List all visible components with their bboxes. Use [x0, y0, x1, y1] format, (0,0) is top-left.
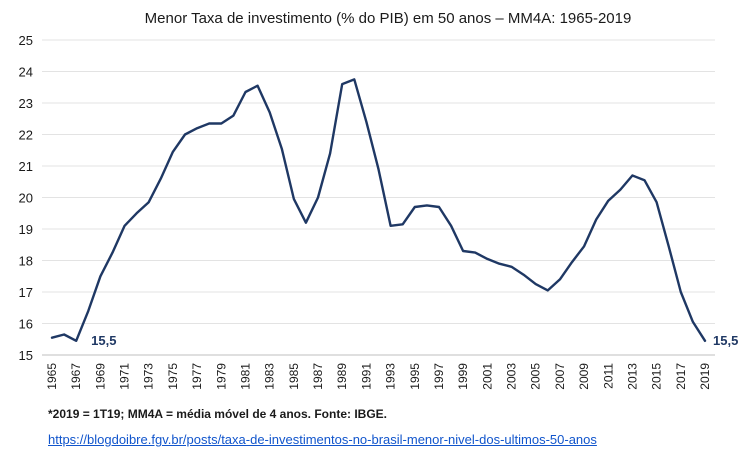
y-tick-label: 23 — [19, 96, 33, 111]
y-tick-label: 15 — [19, 348, 33, 363]
x-tick-label: 2007 — [553, 363, 567, 390]
x-tick-label: 2019 — [698, 363, 712, 390]
x-tick-label: 1991 — [359, 363, 373, 390]
y-tick-label: 22 — [19, 128, 33, 143]
x-tick-label: 1975 — [166, 363, 180, 390]
x-tick-label: 1969 — [93, 363, 107, 390]
x-tick-label: 1971 — [118, 363, 132, 390]
x-tick-label: 1983 — [263, 363, 277, 390]
x-tick-label: 1987 — [311, 363, 325, 390]
x-tick-label: 2011 — [601, 363, 615, 389]
footnote: *2019 = 1T19; MM4A = média móvel de 4 an… — [48, 407, 387, 421]
x-tick-label: 1985 — [287, 363, 301, 390]
x-tick-label: 1967 — [69, 363, 83, 390]
x-tick-label: 1995 — [408, 363, 422, 390]
data-label: 15,5 — [91, 333, 116, 348]
y-tick-label: 20 — [19, 191, 33, 206]
x-tick-label: 2003 — [505, 363, 519, 390]
y-tick-label: 21 — [19, 159, 33, 174]
chart-title: Menor Taxa de investimento (% do PIB) em… — [145, 10, 632, 27]
x-tick-label: 1989 — [335, 363, 349, 390]
series-line — [50, 78, 707, 342]
y-tick-label: 18 — [19, 254, 33, 269]
x-axis-ticks: 1965 1967 1969 1971 1973 1975 1977 1979 1981 1983… — [45, 363, 712, 390]
x-tick-label: 1979 — [214, 363, 228, 390]
x-tick-label: 1999 — [456, 363, 470, 390]
annotation-layer: 15,5 15,5 — [91, 333, 738, 348]
x-tick-label: 1981 — [238, 363, 252, 390]
series-layer — [50, 78, 707, 342]
x-tick-label: 2005 — [529, 363, 543, 390]
x-tick-label: 1977 — [190, 363, 204, 390]
x-tick-label: 1965 — [45, 363, 59, 390]
y-tick-label: 19 — [19, 222, 33, 237]
x-tick-label: 2013 — [625, 363, 639, 390]
y-tick-label: 24 — [19, 65, 33, 80]
x-tick-label: 1997 — [432, 363, 446, 390]
x-tick-label: 2009 — [577, 363, 591, 390]
gridlines — [42, 39, 715, 324]
y-tick-label: 17 — [19, 285, 33, 300]
y-tick-label: 16 — [19, 317, 33, 332]
x-tick-label: 2001 — [480, 363, 494, 390]
source-link[interactable]: https://blogdoibre.fgv.br/posts/taxa-de-… — [48, 432, 597, 447]
y-tick-label: 25 — [19, 33, 33, 48]
x-tick-label: 2015 — [650, 363, 664, 390]
x-tick-label: 1993 — [384, 363, 398, 390]
data-label: 15,5 — [713, 333, 738, 348]
x-tick-label: 2017 — [674, 363, 688, 390]
y-axis: 15 16 17 18 19 20 21 22 23 24 25 — [19, 33, 33, 363]
x-tick-label: 1973 — [142, 363, 156, 390]
